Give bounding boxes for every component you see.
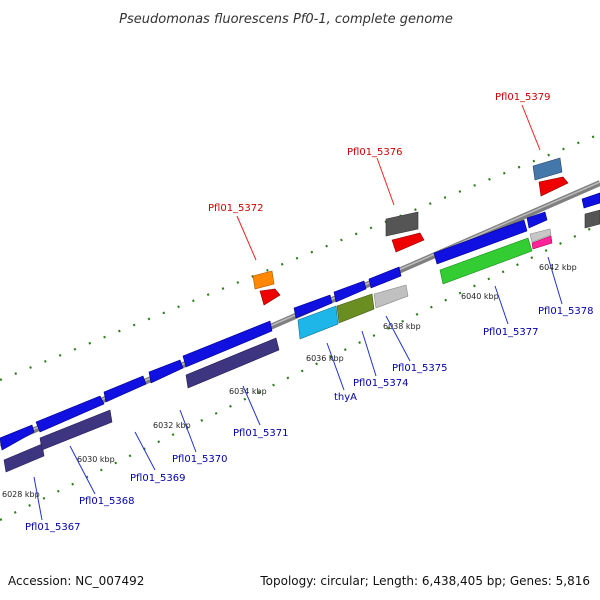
gene-label-pfl01-5369[interactable]: Pfl01_5369: [130, 473, 186, 484]
gene-feature[interactable]: [336, 293, 375, 324]
scale-label: 6040 kbp: [461, 292, 499, 301]
gene-feature[interactable]: [538, 176, 569, 197]
gene-labels: Pfl01_5367 Pfl01_5368 Pfl01_5369 Pfl01_5…: [25, 92, 594, 533]
gene-feature[interactable]: [3, 443, 45, 473]
gene-label-pfl01-5371[interactable]: Pfl01_5371: [233, 428, 289, 439]
gene-label-thya[interactable]: thyA: [334, 392, 357, 403]
gene-label-pfl01-5376[interactable]: Pfl01_5376: [347, 147, 403, 158]
gene-feature[interactable]: [531, 235, 553, 250]
genome-stats-text: Topology: circular; Length: 6,438,405 bp…: [259, 574, 590, 588]
genome-title: Pseudomonas fluorescens Pf0-1, complete …: [119, 12, 453, 27]
gene-feature[interactable]: [333, 280, 367, 303]
gene-label-pfl01-5378[interactable]: Pfl01_5378: [538, 306, 594, 317]
gene-feature[interactable]: [368, 266, 402, 289]
gene-feature[interactable]: [526, 211, 548, 229]
gene-feature[interactable]: [433, 219, 528, 265]
scale-label: 6028 kbp: [2, 490, 40, 499]
gene-feature[interactable]: [584, 209, 600, 229]
gene-feature[interactable]: [373, 284, 409, 309]
gene-feature[interactable]: [529, 228, 552, 243]
gene-feature[interactable]: [39, 409, 113, 451]
accession-text: Accession: NC_007492: [8, 574, 144, 588]
forward-strand-genes: [0, 157, 600, 451]
reverse-strand-genes: [3, 228, 553, 473]
gene-label-pfl01-5367[interactable]: Pfl01_5367: [25, 522, 81, 533]
scale-label: 6036 kbp: [306, 354, 344, 363]
scale-label: 6034 kbp: [229, 387, 267, 396]
scale-label: 6032 kbp: [153, 421, 191, 430]
gene-label-pfl01-5372[interactable]: Pfl01_5372: [208, 203, 264, 214]
scale-label: 6030 kbp: [77, 455, 115, 464]
gene-feature[interactable]: [35, 395, 105, 433]
gene-feature[interactable]: [148, 359, 184, 384]
scale-label: 6038 kbp: [383, 322, 421, 331]
gene-feature[interactable]: [185, 337, 280, 389]
gene-feature[interactable]: [259, 288, 281, 306]
gene-label-pfl01-5377[interactable]: Pfl01_5377: [483, 327, 539, 338]
gene-feature[interactable]: [0, 424, 35, 451]
gene-feature[interactable]: [252, 270, 275, 290]
gene-label-pfl01-5375[interactable]: Pfl01_5375: [392, 363, 448, 374]
gene-feature[interactable]: [182, 320, 273, 368]
gene-label-pfl01-5374[interactable]: Pfl01_5374: [353, 378, 409, 389]
leader-lines: [33, 104, 563, 521]
gene-feature[interactable]: [581, 192, 600, 209]
gene-feature[interactable]: [103, 375, 147, 403]
inner-tick-row: [0, 223, 600, 521]
gene-feature[interactable]: [297, 305, 339, 340]
gene-label-pfl01-5370[interactable]: Pfl01_5370: [172, 454, 228, 465]
gene-feature[interactable]: [385, 211, 419, 237]
gene-feature[interactable]: [439, 237, 533, 285]
scale-labels: 6028 kbp 6030 kbp 6032 kbp 6034 kbp 6036…: [2, 263, 577, 499]
gene-label-pfl01-5379[interactable]: Pfl01_5379: [495, 92, 551, 103]
scale-label: 6042 kbp: [539, 263, 577, 272]
gene-feature[interactable]: [532, 157, 563, 181]
gene-label-pfl01-5368[interactable]: Pfl01_5368: [79, 496, 135, 507]
gene-feature[interactable]: [391, 232, 425, 253]
gene-feature[interactable]: [293, 294, 333, 319]
